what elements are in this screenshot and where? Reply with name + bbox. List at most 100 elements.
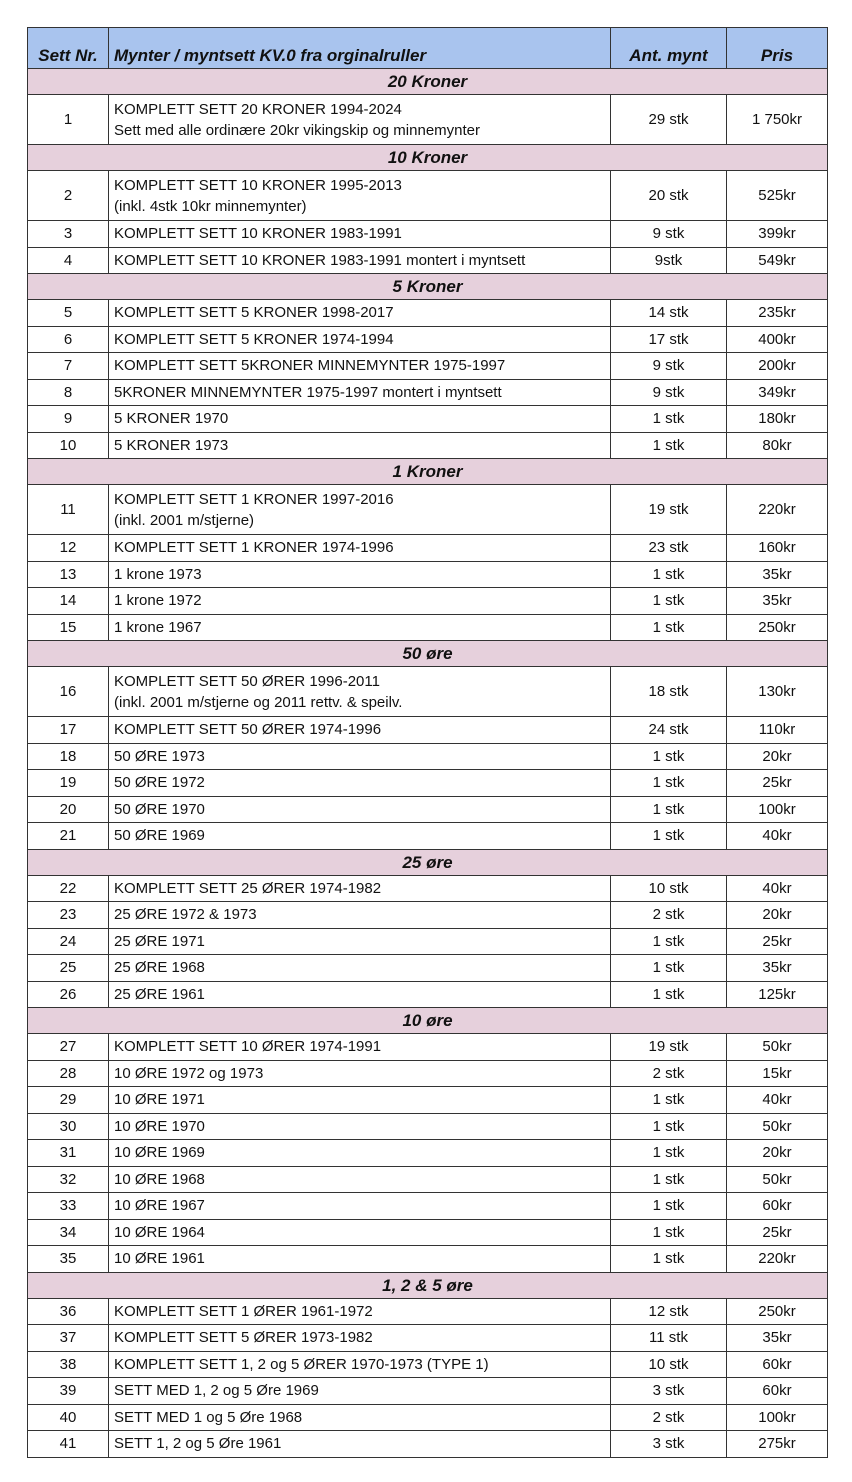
table-row: 36 KOMPLETT SETT 1 ØRER 1961-1972 12 stk 25… [27, 1297, 828, 1325]
description-line: KOMPLETT SETT 10 KRONER 1983-1991 [114, 225, 402, 243]
section-title: 10 øre [27, 1007, 828, 1034]
coin-count: 1 stk [610, 1139, 727, 1167]
price: 60kr [726, 1192, 828, 1220]
description: 10 ØRE 1961 [108, 1245, 611, 1273]
set-number: 15 [27, 613, 109, 641]
section-row: 20 Kroner [27, 68, 828, 95]
set-number: 16 [27, 666, 109, 717]
description: KOMPLETT SETT 50 ØRER 1974-1996 [108, 716, 611, 744]
description-line: (inkl. 4stk 10kr minnemynter) [114, 197, 307, 215]
description: 10 ØRE 1964 [108, 1218, 611, 1246]
set-number: 30 [27, 1112, 109, 1140]
set-number: 39 [27, 1377, 109, 1405]
table-row: 4 KOMPLETT SETT 10 KRONER 1983-1991 monte… [27, 246, 828, 274]
section-row: 10 øre [27, 1007, 828, 1034]
price: 80kr [726, 431, 828, 459]
set-number: 41 [27, 1430, 109, 1458]
table-row: 18 50 ØRE 1973 1 stk 20kr [27, 742, 828, 770]
set-number: 2 [27, 170, 109, 221]
description-line: 50 ØRE 1972 [114, 774, 205, 792]
description: 10 ØRE 1967 [108, 1192, 611, 1220]
set-number: 34 [27, 1218, 109, 1246]
description-line: 10 ØRE 1969 [114, 1144, 205, 1162]
coin-count: 1 stk [610, 980, 727, 1008]
table-row: 13 1 krone 1973 1 stk 35kr [27, 560, 828, 588]
table-row: 38 KOMPLETT SETT 1, 2 og 5 ØRER 1970-1973… [27, 1350, 828, 1378]
coin-count: 9 stk [610, 378, 727, 406]
table-row: 34 10 ØRE 1964 1 stk 25kr [27, 1218, 828, 1246]
section-row: 1, 2 & 5 øre [27, 1271, 828, 1299]
table-row: 17 KOMPLETT SETT 50 ØRER 1974-1996 24 stk 1… [27, 716, 828, 744]
coin-count: 9stk [610, 246, 727, 274]
description: 25 ØRE 1961 [108, 980, 611, 1008]
description-line: 5 KRONER 1970 [114, 410, 229, 428]
price: 35kr [726, 954, 828, 982]
coin-count: 19 stk [610, 484, 727, 535]
table-row: 32 10 ØRE 1968 1 stk 50kr [27, 1165, 828, 1193]
description-line: 10 ØRE 1967 [114, 1197, 205, 1215]
description-line: KOMPLETT SETT 10 KRONER 1983-1991 monter… [114, 251, 526, 269]
table-row: 41 SETT 1, 2 og 5 Øre 1961 3 stk 275kr [27, 1430, 828, 1458]
description: KOMPLETT SETT 50 ØRER 1996-2011 (inkl. 20… [108, 666, 611, 717]
description: 50 ØRE 1972 [108, 769, 611, 797]
description: KOMPLETT SETT 5 ØRER 1973-1982 [108, 1324, 611, 1352]
section-title: 20 Kroner [27, 68, 828, 95]
coin-count: 2 stk [610, 1403, 727, 1431]
set-number: 9 [27, 405, 109, 433]
set-number: 33 [27, 1192, 109, 1220]
coin-count: 2 stk [610, 901, 727, 929]
description-line: 50 ØRE 1970 [114, 800, 205, 818]
description-line: 10 ØRE 1970 [114, 1117, 205, 1135]
description: 1 krone 1972 [108, 587, 611, 615]
table-row: 29 10 ØRE 1971 1 stk 40kr [27, 1086, 828, 1114]
price: 20kr [726, 901, 828, 929]
table-row: 16 KOMPLETT SETT 50 ØRER 1996-2011 (inkl. … [27, 666, 828, 717]
coin-count: 18 stk [610, 666, 727, 717]
table-row: 5 KOMPLETT SETT 5 KRONER 1998-2017 14 stk 2… [27, 299, 828, 327]
price: 40kr [726, 1086, 828, 1114]
table-row: 7 KOMPLETT SETT 5KRONER MINNEMYNTER 1975-… [27, 352, 828, 380]
set-number: 7 [27, 352, 109, 380]
description: KOMPLETT SETT 10 KRONER 1995-2013 (inkl. … [108, 170, 611, 221]
price: 125kr [726, 980, 828, 1008]
price: 349kr [726, 378, 828, 406]
section-row: 25 øre [27, 848, 828, 876]
price: 525kr [726, 170, 828, 221]
coin-count: 3 stk [610, 1377, 727, 1405]
header-row: Sett Nr. Mynter / myntsett KV.0 fra orgi… [27, 27, 828, 69]
coin-count: 14 stk [610, 299, 727, 327]
description: KOMPLETT SETT 10 KRONER 1983-1991 monter… [108, 246, 611, 274]
set-number: 31 [27, 1139, 109, 1167]
header-set-nr: Sett Nr. [27, 27, 109, 69]
price: 100kr [726, 795, 828, 823]
table-row: 37 KOMPLETT SETT 5 ØRER 1973-1982 11 stk 35… [27, 1324, 828, 1352]
description-line: 50 ØRE 1973 [114, 747, 205, 765]
description: KOMPLETT SETT 10 ØRER 1974-1991 [108, 1033, 611, 1061]
description: 10 ØRE 1968 [108, 1165, 611, 1193]
description-line: KOMPLETT SETT 1, 2 og 5 ØRER 1970-1973 (… [114, 1355, 489, 1373]
table-row: 30 10 ØRE 1970 1 stk 50kr [27, 1112, 828, 1140]
description-line: 10 ØRE 1971 [114, 1091, 205, 1109]
description: 50 ØRE 1973 [108, 742, 611, 770]
table-row: 31 10 ØRE 1969 1 stk 20kr [27, 1139, 828, 1167]
coin-count: 1 stk [610, 1192, 727, 1220]
price: 400kr [726, 325, 828, 353]
description-line: KOMPLETT SETT 10 ØRER 1974-1991 [114, 1038, 382, 1056]
set-number: 26 [27, 980, 109, 1008]
price: 1 750kr [726, 94, 828, 145]
description: KOMPLETT SETT 5 KRONER 1974-1994 [108, 325, 611, 353]
description: KOMPLETT SETT 1 KRONER 1997-2016 (inkl. 2… [108, 484, 611, 535]
description-line: 1 krone 1972 [114, 592, 202, 610]
set-number: 37 [27, 1324, 109, 1352]
table-row: 15 1 krone 1967 1 stk 250kr [27, 613, 828, 641]
coin-count: 1 stk [610, 954, 727, 982]
price: 35kr [726, 560, 828, 588]
table-row: 23 25 ØRE 1972 & 1973 2 stk 20kr [27, 901, 828, 929]
table-row: 8 5KRONER MINNEMYNTER 1975-1997 montert i… [27, 378, 828, 406]
table-row: 14 1 krone 1972 1 stk 35kr [27, 587, 828, 615]
description: 5KRONER MINNEMYNTER 1975-1997 montert i … [108, 378, 611, 406]
section-title: 10 Kroner [27, 144, 828, 171]
coin-count: 1 stk [610, 1112, 727, 1140]
set-number: 38 [27, 1350, 109, 1378]
description-line: KOMPLETT SETT 5 KRONER 1974-1994 [114, 330, 394, 348]
